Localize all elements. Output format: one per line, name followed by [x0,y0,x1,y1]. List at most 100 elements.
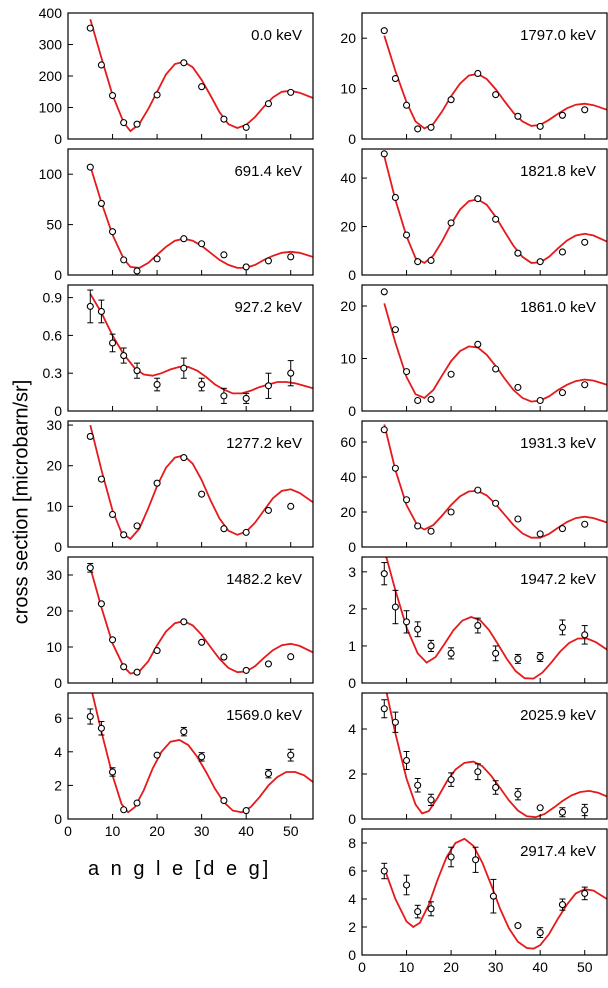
data-point [242,528,250,536]
y-tick-label: 60 [340,434,356,450]
point-marker [287,751,295,759]
y-tick-label: 0 [348,539,356,555]
y-tick-label: 0 [348,947,356,963]
data-point [474,195,482,203]
data-point [108,636,117,644]
y-tick-label: 200 [39,68,63,84]
data-point [97,299,105,324]
point-marker [489,892,497,900]
data-point [97,475,105,483]
point-marker [133,267,141,275]
point-marker [558,248,567,256]
point-marker [180,235,188,243]
data-point [402,231,411,239]
panel-frame [67,284,314,412]
energy-label: 1821.8 keV [520,163,596,180]
point-marker [287,253,295,261]
y-axis-label: cross section [microbarn/sr] [10,379,33,625]
point-marker [242,123,250,131]
point-marker [391,718,399,726]
point-marker [220,115,228,123]
point-marker [391,193,399,202]
data-point [474,69,482,78]
point-marker [558,808,567,816]
data-point [474,617,482,634]
point-marker [86,163,94,171]
point-marker [97,600,105,608]
data-point [427,395,435,404]
data-point [287,502,295,510]
data-point [581,886,589,901]
point-marker [120,663,128,671]
point-marker [414,258,422,266]
data-point [220,653,228,661]
point-marker [474,622,482,630]
y-tick-label: 50 [46,217,62,233]
point-marker [558,901,567,909]
panel-2: 0 0.3 0.6 0.9 927.2 keV [43,284,314,419]
data-point [514,383,522,391]
data-point [402,610,411,634]
point-marker [198,490,206,498]
point-marker [474,486,482,494]
panel-4: 0 10 20 30 1482.2 keV [46,556,314,691]
y-tick-label: 100 [39,166,63,182]
data-point [447,219,455,227]
point-marker [264,100,273,108]
data-point [287,360,295,387]
point-marker [427,256,435,265]
x-tick-label: 20 [443,959,459,975]
point-marker [97,61,105,69]
point-marker [108,228,117,236]
data-point [108,228,117,236]
data-point [97,600,105,608]
data-point [86,562,94,573]
energy-label: 1797.0 keV [520,27,596,44]
data-point [120,347,128,364]
point-marker [108,510,117,519]
data-point [380,150,388,158]
data-point [447,96,455,104]
y-tick-label: 0 [348,675,356,691]
point-marker [427,527,435,535]
point-marker [120,119,128,127]
point-marker [380,27,388,35]
x-tick-label: 50 [283,823,299,839]
data-point [264,257,273,265]
point-marker [198,240,206,248]
data-point [492,499,500,507]
panel-9: 0 20 40 60 1931.3 keV [340,420,608,555]
x-tick-label: 20 [149,823,165,839]
point-marker [120,531,128,539]
point-marker [108,339,117,347]
data-point [264,660,273,668]
y-tick-label: 0.3 [43,365,63,381]
data-point [474,340,482,348]
point-marker [514,112,522,120]
data-point [198,752,206,762]
point-marker [133,668,141,676]
point-marker [242,263,250,271]
data-point [220,387,228,404]
point-marker [391,326,399,334]
data-point [264,372,273,399]
point-marker [402,618,411,626]
data-point [198,638,206,646]
point-marker [120,352,128,360]
point-marker [514,383,522,391]
y-tick-label: 8 [348,835,356,851]
fit-curve [89,567,313,675]
point-marker [180,454,188,462]
panel-5: 0 2 4 6 0 10 20 30 40 50 1569.0 keV [54,692,314,839]
point-marker [581,520,589,528]
y-tick-label: 10 [46,639,62,655]
point-marker [447,508,455,516]
y-tick-label: 40 [340,469,356,485]
point-marker [287,502,295,510]
point-marker [414,625,422,633]
point-marker [536,653,544,661]
point-marker [558,389,567,397]
point-marker [581,806,589,814]
point-marker [427,395,435,404]
point-marker [414,125,422,133]
